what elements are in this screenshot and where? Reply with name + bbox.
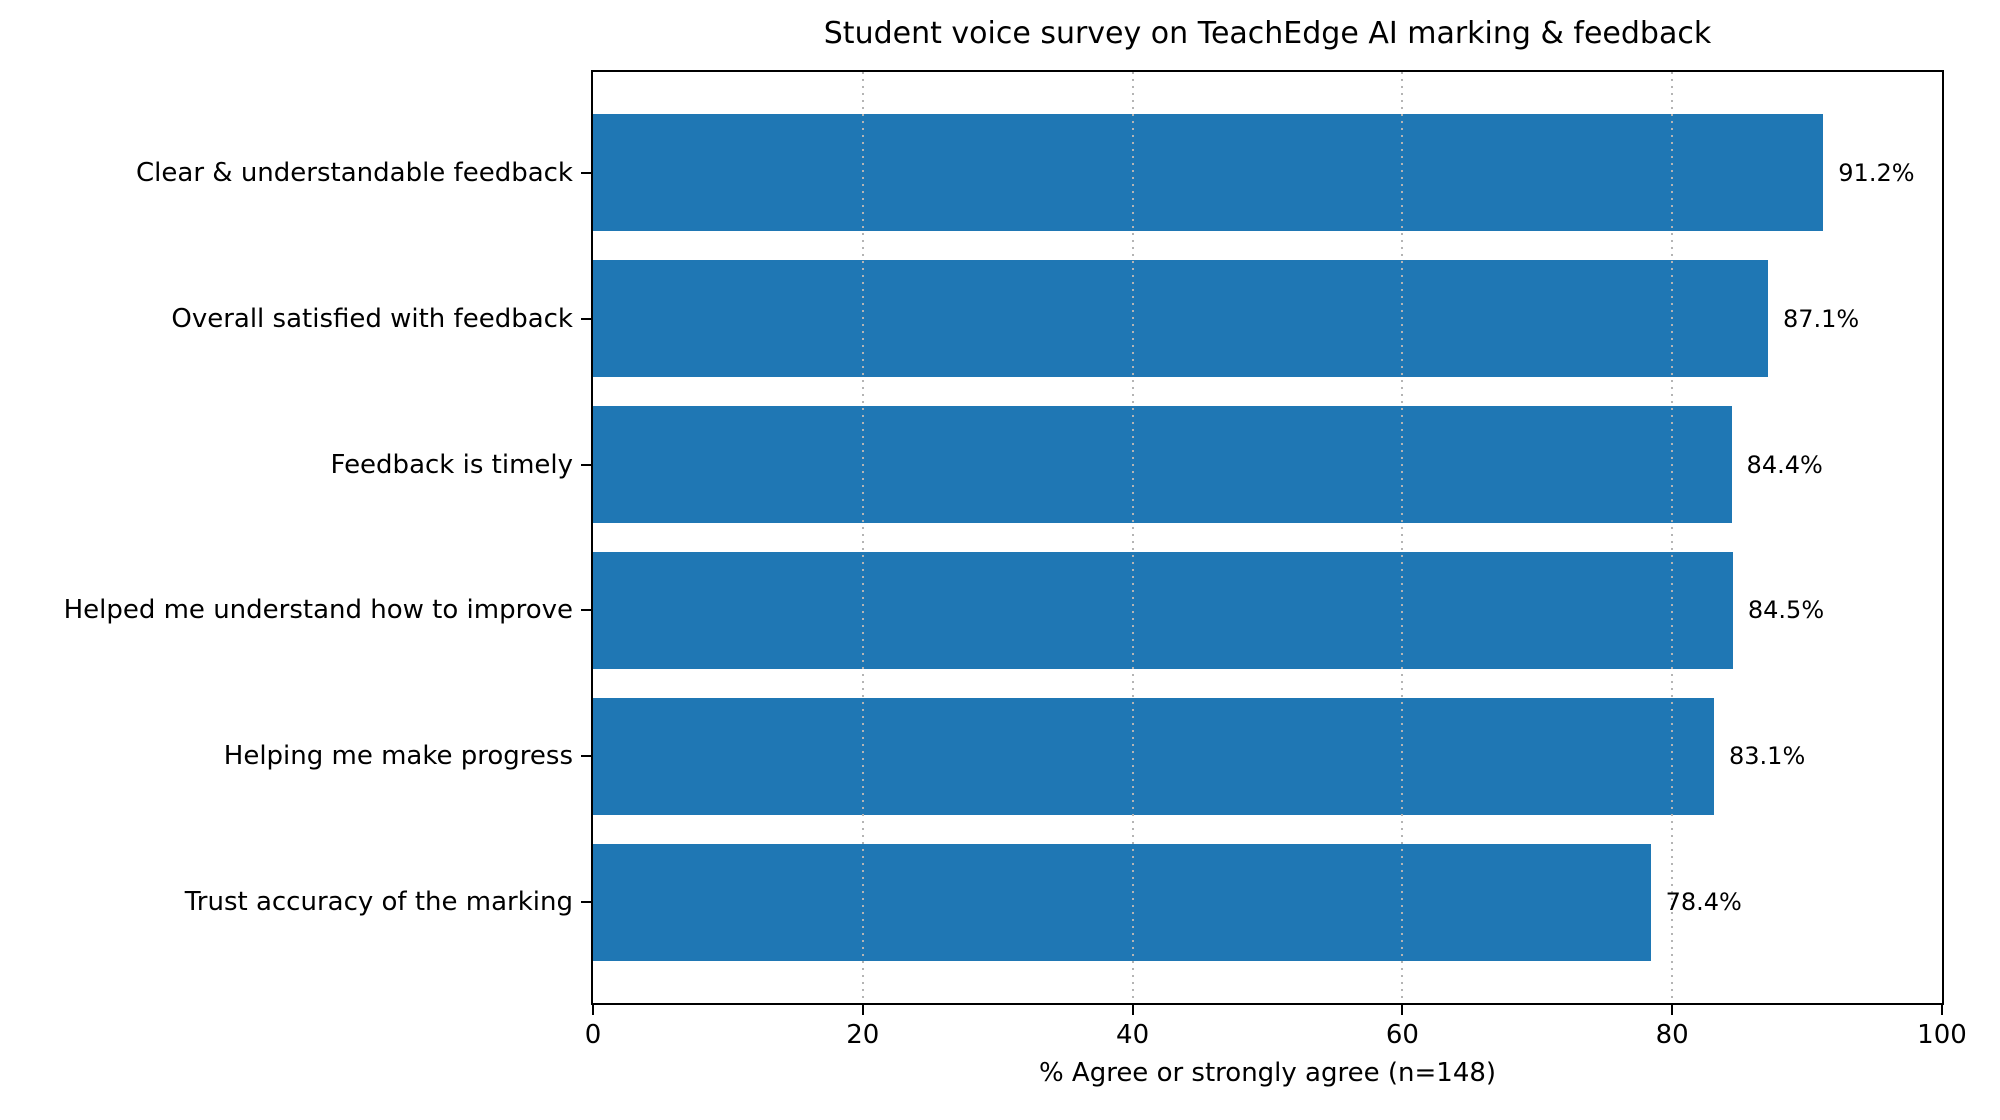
bar-value-label: 84.4% [1746, 450, 1823, 479]
x-tick-label: 40 [1116, 1020, 1150, 1050]
x-tick-label: 100 [1917, 1020, 1967, 1050]
gridline [1671, 72, 1674, 1003]
x-tick-label: 20 [846, 1020, 880, 1050]
x-tick-mark [1941, 1005, 1943, 1015]
bar [593, 260, 1768, 378]
plot-area: 91.2% 87.1% 84.4% 84.5% 83.1% 78.4% [591, 70, 1944, 1005]
bar [593, 843, 1651, 961]
y-tick-label: Overall satisfied with feedback [171, 303, 573, 334]
x-axis-label: % Agree or strongly agree (n=148) [1038, 1058, 1497, 1088]
bar [593, 406, 1732, 523]
y-tick-mark [581, 463, 591, 466]
bar [593, 697, 1715, 815]
x-tick-label: 80 [1655, 1020, 1689, 1050]
y-tick-label: Feedback is timely [330, 449, 573, 480]
bar-value-label: 87.1% [1782, 304, 1860, 333]
bar-value-label: 84.5% [1747, 596, 1825, 625]
x-tick-mark [592, 1005, 594, 1015]
x-tick-label: 0 [584, 1020, 602, 1050]
x-tick-mark [861, 1005, 864, 1015]
gridline [1131, 72, 1134, 1003]
y-tick-mark [581, 755, 591, 758]
y-tick-mark [581, 171, 591, 174]
bar [593, 551, 1733, 669]
y-tick-mark [581, 317, 591, 320]
x-tick-mark [1671, 1005, 1674, 1015]
x-tick-label: 60 [1385, 1020, 1419, 1050]
chart-title: Student voice survey on TeachEdge AI mar… [823, 16, 1712, 51]
bar-value-label: 83.1% [1729, 742, 1806, 771]
y-tick-mark [581, 609, 591, 612]
y-tick-label: Helped me understand how to improve [63, 595, 573, 626]
y-tick-label: Helping me make progress [223, 741, 573, 772]
gridline [861, 72, 864, 1003]
bar-value-label: 91.2% [1838, 158, 1915, 187]
bar [593, 114, 1824, 232]
gridline [1401, 72, 1404, 1003]
x-tick-mark [1401, 1005, 1404, 1015]
y-tick-label: Trust accuracy of the marking [184, 887, 573, 918]
y-tick-label: Clear & understandable feedback [136, 157, 573, 188]
x-tick-mark [1131, 1005, 1134, 1015]
bar-value-label: 78.4% [1665, 888, 1742, 917]
y-tick-mark [581, 901, 591, 904]
